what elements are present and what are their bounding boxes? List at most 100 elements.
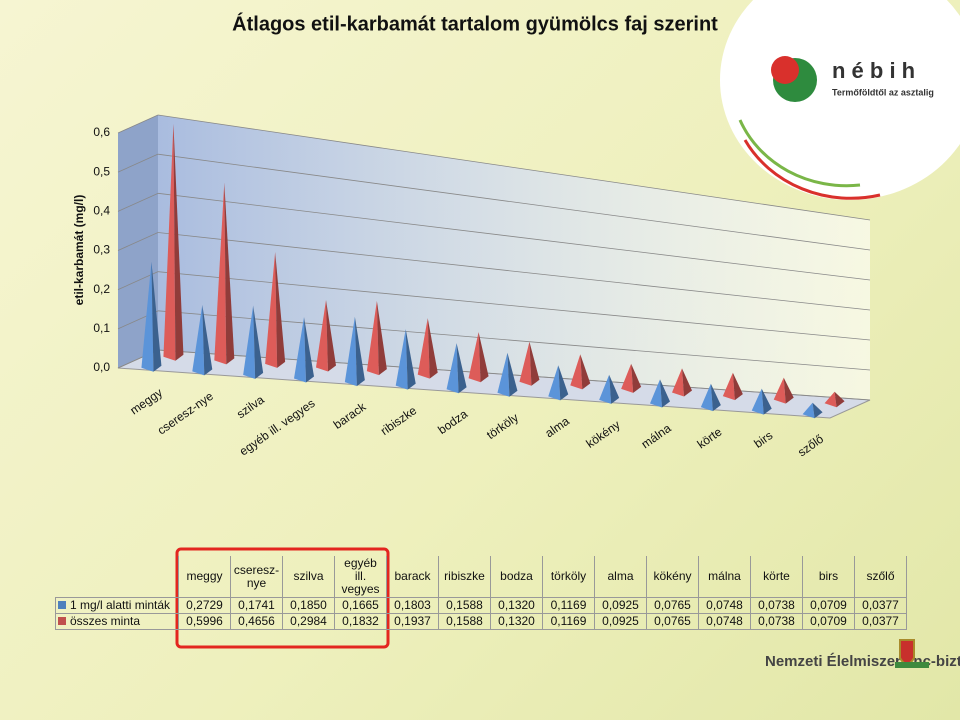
pyramid [519,341,540,386]
table-header-cell: egyéb ill. vegyes [334,556,387,598]
table-cell: 0,0765 [646,597,699,614]
table-header-cell: bodza [490,556,543,598]
table-cell: 0,1320 [490,613,543,630]
pyramid-face [141,261,154,372]
y-axis-title: etil-karbamát (mg/l) [72,195,86,306]
pyramid [824,391,845,408]
y-tick-label: 0,2 [93,282,110,296]
pyramid-face [507,352,518,397]
legend-entry: összes minta [55,613,179,630]
pyramid-face [548,365,561,401]
x-tick-label: szőlő [795,432,826,460]
pyramid-face [376,300,387,376]
pyramid-face [265,251,278,368]
pyramid-face [609,374,620,404]
table-header-cell: alma [594,556,647,598]
table-cell: 0,1169 [542,613,595,630]
table-header-cell: szőlő [854,556,907,598]
pyramid-face [202,304,213,376]
pyramid [773,377,794,404]
pyramid-face [558,365,569,401]
table-cell: 0,1850 [282,597,335,614]
pyramid [700,383,721,412]
flag-stripe [895,662,929,668]
pyramid [751,388,772,415]
pyramid-face [354,316,365,387]
logo-arc [738,119,861,188]
table-cell: 0,0738 [750,597,803,614]
pyramid-face [304,317,314,383]
grid-line [117,232,159,251]
pyramid-face [599,374,612,404]
table-header-cell: málna [698,556,751,598]
table-cell: 0,1588 [438,597,491,614]
table-cell: 0,0709 [802,613,855,630]
pyramid-face [316,299,328,372]
table-header-cell: birs [802,556,855,598]
pyramid-face [417,318,430,379]
legend-label: összes minta [70,614,141,628]
pyramid-face [173,123,184,361]
pyramid [265,251,286,368]
pyramid [497,352,518,397]
pyramid-face [468,332,481,383]
table-cell: 0,1832 [334,613,387,630]
pyramid-face [405,329,416,390]
pyramid [366,300,387,376]
table-cell: 0,1741 [230,597,283,614]
y-tick-label: 0,0 [93,360,110,374]
x-tick-label: alma [542,414,572,441]
pyramid [621,363,642,393]
table-row: 1 mg/l alatti minták 0,2729 0,1741 0,1850 0,… [55,597,907,614]
data-table: meggy cseresz-nye szilva egyéb ill. vegyes b… [55,556,907,630]
pyramid-face [192,304,205,376]
pyramid-face [710,383,721,412]
logo-name: n é b i h [832,58,915,83]
chart-title: Átlagos etil-karbamát tartalom gyümölcs … [232,12,718,35]
table-row: összes minta 0,5996 0,4656 0,2984 0,1832 0,19… [55,613,907,630]
y-tick-label: 0,1 [93,321,110,335]
legend-label: 1 mg/l alatti minták [70,598,171,612]
pyramid-face [214,182,227,365]
logo-slogan: Termőföldtől az asztalig [832,87,934,97]
legend-swatch [58,617,66,625]
pyramid-face [650,379,662,408]
table-cell: 0,1803 [386,597,439,614]
pyramid-face [519,341,532,386]
x-tick-label: körte [695,424,725,451]
y-tick-label: 0,6 [93,125,110,139]
grid-line [117,192,159,212]
logo-mark [771,56,799,84]
pyramid-face [812,402,823,419]
table-cell: 0,0765 [646,613,699,630]
table-cell: 0,0738 [750,613,803,630]
pyramid [650,379,670,408]
table-cell: 0,5996 [178,613,231,630]
pyramid-face [151,261,162,372]
table-cell: 0,0748 [698,613,751,630]
pyramid-face [497,352,510,397]
footer-text: Nemzeti Élelmiszerlánc-biztonsági Hivata… [765,653,960,670]
pyramid-face [751,388,764,415]
pyramid-face [570,354,583,390]
pyramid-face [700,383,713,412]
pyramid-face [456,343,467,394]
pyramid [214,182,235,365]
grid-line [157,192,871,281]
table-header-cell: kökény [646,556,699,598]
pyramid [395,329,416,390]
grid-line [117,114,159,134]
x-tick-label: kökény [583,418,622,451]
grid-line [157,114,871,221]
table-cell: 0,0377 [854,613,907,630]
table-header-cell: szilva [282,556,335,598]
pyramid-face [395,329,408,390]
pyramid-face [672,368,684,397]
pyramid-face [529,341,540,386]
pyramid [446,343,467,394]
grid-line [117,153,159,173]
table-corner [56,556,179,598]
table-cell: 0,1665 [334,597,387,614]
pyramid [316,299,336,372]
table-cell: 0,1937 [386,613,439,630]
